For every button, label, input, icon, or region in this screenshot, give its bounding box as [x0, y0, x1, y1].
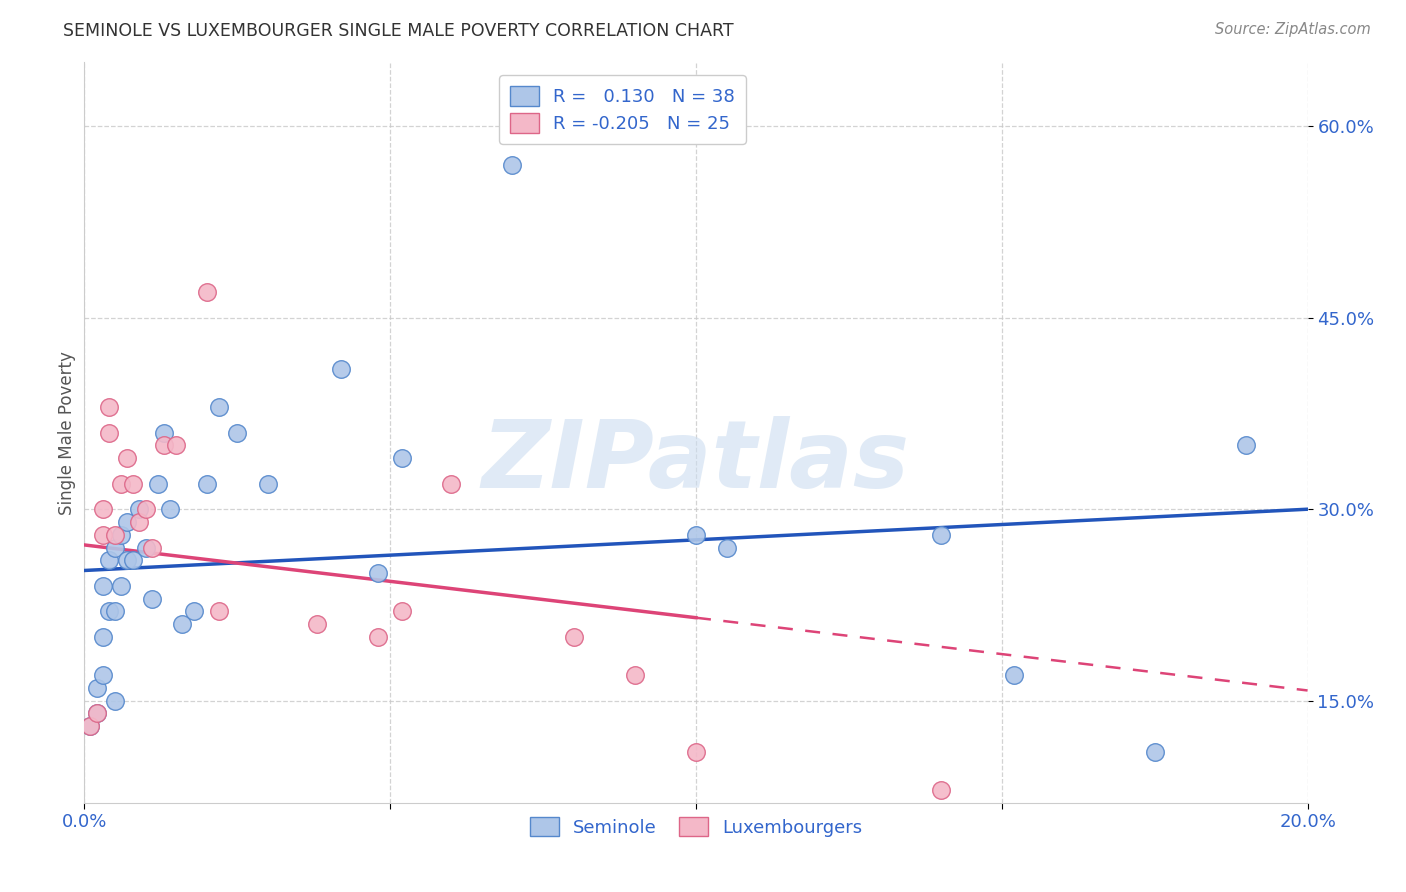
Text: ZIPatlas: ZIPatlas: [482, 417, 910, 508]
Point: [183, 604, 205, 618]
Point: [91, 579, 114, 593]
Point: [624, 668, 647, 682]
Point: [110, 476, 132, 491]
Point: [104, 604, 127, 618]
Point: [367, 630, 389, 644]
Point: [79, 719, 101, 733]
Point: [135, 502, 157, 516]
Point: [104, 541, 127, 555]
Point: [146, 476, 169, 491]
Point: [929, 783, 952, 797]
Point: [110, 579, 132, 593]
Legend: Seminole, Luxembourgers: Seminole, Luxembourgers: [520, 807, 872, 846]
Point: [122, 476, 145, 491]
Point: [86, 706, 108, 721]
Point: [159, 502, 181, 516]
Point: [97, 553, 120, 567]
Point: [330, 361, 353, 376]
Point: [929, 527, 952, 541]
Point: [115, 553, 138, 567]
Point: [208, 400, 231, 414]
Point: [685, 527, 707, 541]
Point: [141, 591, 163, 606]
Point: [1002, 668, 1025, 682]
Point: [104, 527, 127, 541]
Point: [208, 604, 231, 618]
Point: [716, 541, 738, 555]
Point: [128, 502, 150, 516]
Point: [195, 476, 218, 491]
Point: [91, 527, 114, 541]
Point: [115, 515, 138, 529]
Point: [440, 476, 463, 491]
Point: [153, 425, 176, 440]
Point: [257, 476, 280, 491]
Point: [128, 515, 150, 529]
Point: [141, 541, 163, 555]
Point: [165, 438, 187, 452]
Point: [195, 285, 218, 300]
Point: [122, 553, 145, 567]
Point: [367, 566, 389, 580]
Point: [91, 668, 114, 682]
Point: [305, 617, 328, 632]
Point: [79, 719, 101, 733]
Point: [391, 604, 413, 618]
Point: [86, 681, 108, 695]
Point: [1236, 438, 1258, 452]
Point: [86, 706, 108, 721]
Point: [104, 694, 127, 708]
Point: [91, 630, 114, 644]
Point: [97, 425, 120, 440]
Point: [502, 157, 524, 171]
Point: [97, 604, 120, 618]
Point: [172, 617, 194, 632]
Point: [226, 425, 249, 440]
Point: [153, 438, 176, 452]
Text: Source: ZipAtlas.com: Source: ZipAtlas.com: [1215, 22, 1371, 37]
Point: [135, 541, 157, 555]
Point: [110, 527, 132, 541]
Point: [685, 745, 707, 759]
Point: [115, 451, 138, 466]
Text: SEMINOLE VS LUXEMBOURGER SINGLE MALE POVERTY CORRELATION CHART: SEMINOLE VS LUXEMBOURGER SINGLE MALE POV…: [63, 22, 734, 40]
Point: [562, 630, 585, 644]
Point: [91, 502, 114, 516]
Point: [1143, 745, 1166, 759]
Y-axis label: Single Male Poverty: Single Male Poverty: [58, 351, 76, 515]
Point: [97, 400, 120, 414]
Point: [391, 451, 413, 466]
